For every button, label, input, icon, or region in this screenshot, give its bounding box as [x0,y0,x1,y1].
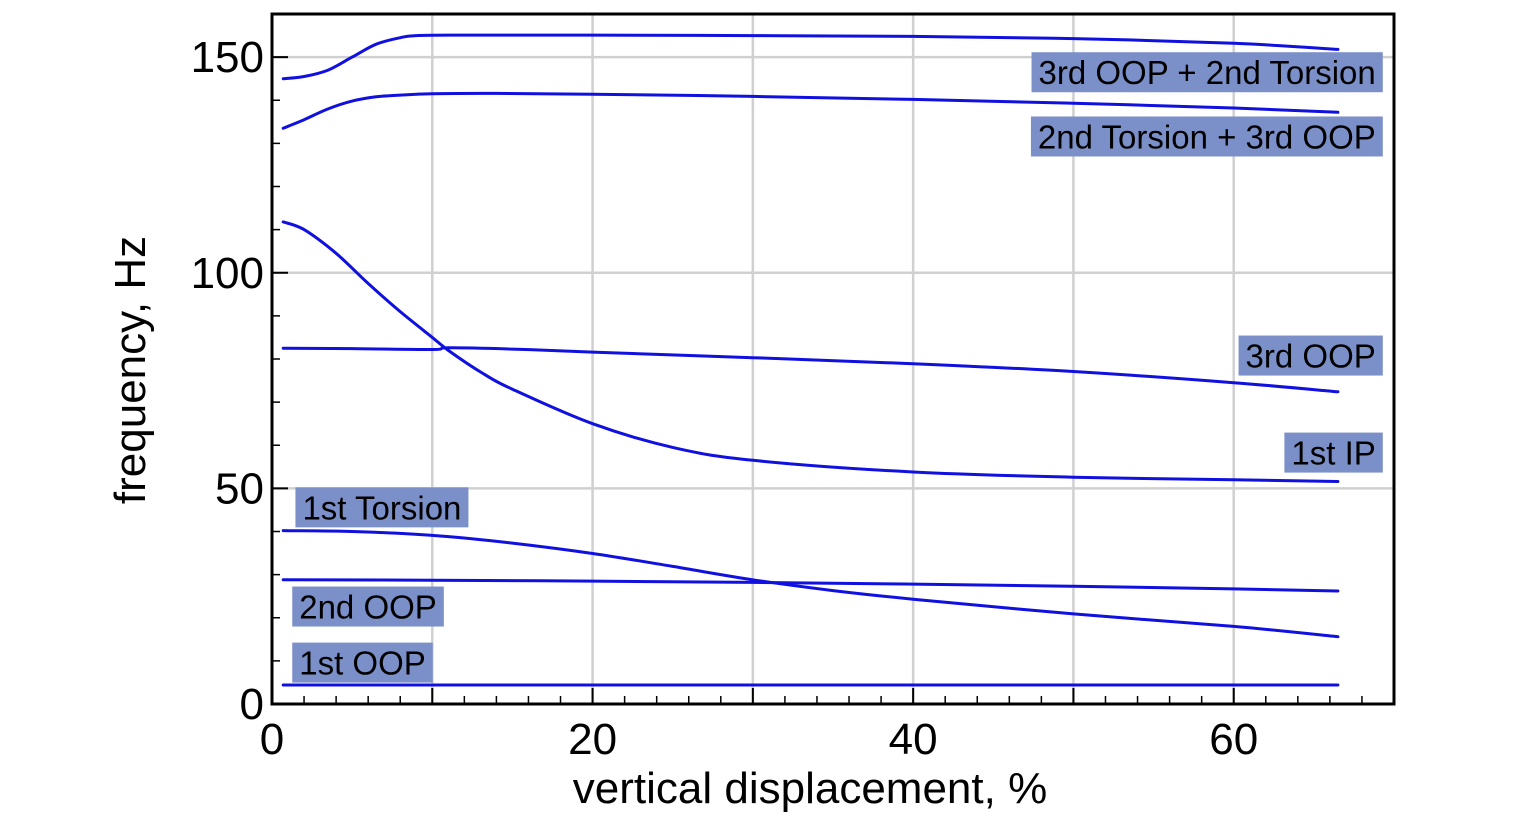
x-axis-title: vertical displacement, % [573,764,1047,813]
y-tick-label: 100 [191,249,264,298]
series-line-3 [281,346,1340,394]
curve-label-box [1031,52,1383,93]
series-line-1 [281,33,1340,81]
x-tick-label: 40 [889,715,938,764]
y-tick-label: 150 [191,33,264,82]
curve-label: 1st Torsion [295,487,469,528]
curve-label-text: 2nd OOP [299,589,437,626]
curve-label-text: 1st IP [1291,435,1375,472]
x-tick-label: 20 [568,715,617,764]
curve-label-box [292,586,444,627]
curve-label: 1st OOP [292,642,433,683]
y-tick-label: 50 [215,464,264,513]
curve-label-text: 3rd OOP [1246,338,1376,375]
curve-label-box [1030,116,1383,157]
x-tick-label: 0 [260,715,284,764]
curve-label: 3rd OOP [1238,335,1383,376]
series-line-2 [281,91,1340,130]
tick-labels: 0 20 40 60 0 50 100 150 [191,33,1259,764]
curve-label-box [292,642,433,683]
series-layer [281,33,1340,687]
y-axis-title: frequency, Hz [106,236,155,504]
x-tick-label: 60 [1209,715,1258,764]
y-tick-label: 0 [240,680,264,729]
series-line-6 [281,578,1340,593]
curve-label-box [1238,335,1383,376]
curve-label: 2nd Torsion + 3rd OOP [1030,116,1383,157]
axis-ticks [272,13,1363,705]
curve-label-text: 1st OOP [299,645,426,682]
curve-label-box [295,487,469,528]
curve-label-text: 3rd OOP + 2nd Torsion [1039,54,1376,91]
curve-labels: 3rd OOP + 2nd Torsion 2nd Torsion + 3rd O… [292,52,1383,683]
curve-label: 2nd OOP [292,586,444,627]
curve-label-box [1284,432,1383,473]
curve-label-text: 2nd Torsion + 3rd OOP [1038,118,1376,155]
series-line-4 [281,220,1340,483]
curve-label: 3rd OOP + 2nd Torsion [1031,52,1383,93]
curve-label: 1st IP [1284,432,1383,473]
series-line-5 [281,529,1340,639]
curve-label-text: 1st Torsion [302,489,461,526]
